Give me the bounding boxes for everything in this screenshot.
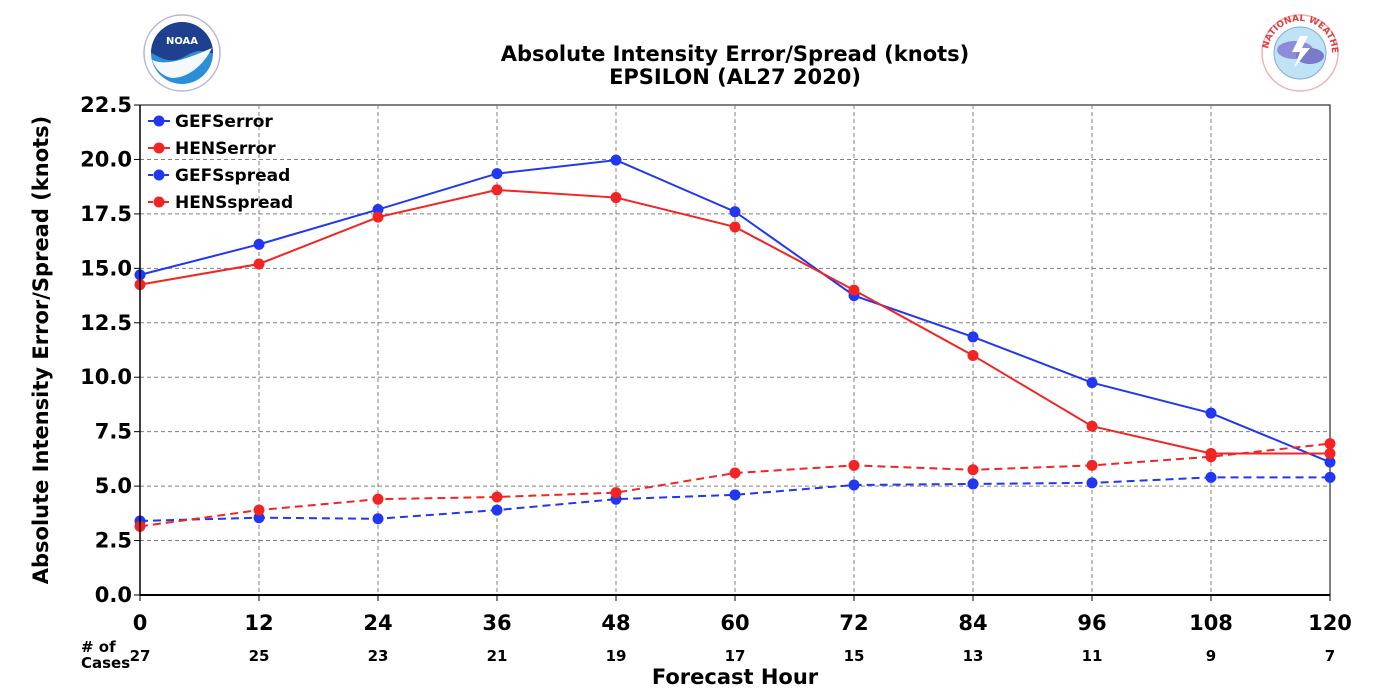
case-count: 11 [1082, 647, 1103, 665]
x-tick-label: 84 [958, 611, 987, 635]
x-tick-label: 0 [133, 611, 148, 635]
x-tick-label: 48 [601, 611, 630, 635]
x-tick-label: 72 [839, 611, 868, 635]
legend-henserror-label: HENSerror [175, 139, 276, 159]
gefserror-point [729, 206, 741, 218]
cases-label-line: Cases [81, 654, 130, 672]
gefsspread-point [848, 479, 860, 491]
gefsspread-point [372, 513, 384, 525]
x-tick-label: 60 [720, 611, 749, 635]
chart-title: Absolute Intensity Error/Spread (knots) [501, 42, 970, 66]
gefserror-point [372, 204, 384, 216]
x-tick-label: 120 [1308, 611, 1352, 635]
cases-label: # of Cases [81, 638, 130, 672]
gefsspread-point [1086, 477, 1098, 489]
case-count: 21 [487, 647, 508, 665]
legend-gefsspread-marker [153, 169, 165, 181]
hensspread-point [610, 487, 622, 499]
gefsspread-point [729, 489, 741, 501]
henserror-point [967, 349, 979, 361]
chart-subtitle: EPSILON (AL27 2020) [609, 65, 861, 89]
y-tick-label: 12.5 [80, 311, 132, 335]
x-axis-ticks: 0 12 24 36 48 60 72 84 96 108 120 [133, 595, 1352, 635]
series-group [134, 154, 1336, 532]
hensspread-point [729, 467, 741, 479]
y-tick-label: 17.5 [80, 202, 132, 226]
legend-gefserror-marker [153, 115, 165, 127]
case-count: 9 [1206, 647, 1216, 665]
case-count: 19 [606, 647, 627, 665]
henserror-point [491, 184, 503, 196]
legend-gefsspread-label: GEFSspread [175, 166, 290, 186]
henserror-point [729, 221, 741, 233]
gefsspread-point [967, 478, 979, 490]
y-tick-label: 5.0 [95, 474, 132, 498]
case-count: 13 [963, 647, 984, 665]
case-count: 25 [249, 647, 270, 665]
x-tick-label: 108 [1189, 611, 1233, 635]
y-tick-label: 15.0 [80, 256, 132, 280]
hensspread-point [491, 491, 503, 503]
gefserror-point [253, 238, 265, 250]
y-tick-label: 20.0 [80, 147, 132, 171]
y-tick-label: 10.0 [80, 365, 132, 389]
legend: GEFSerror HENSerror GEFSspread HENSspread [148, 112, 293, 213]
henserror-point [1086, 420, 1098, 432]
case-count: 27 [130, 647, 151, 665]
cases-label-line: # of [81, 638, 116, 656]
henserror-point [1324, 447, 1336, 459]
hensspread-point [848, 459, 860, 471]
cases-row: 27 25 23 21 19 17 15 13 11 9 7 [130, 647, 1336, 665]
henserror-point [253, 258, 265, 270]
gefserror-point [967, 331, 979, 343]
x-tick-label: 96 [1077, 611, 1106, 635]
noaa-logo: NOAA [143, 14, 221, 92]
y-tick-label: 22.5 [80, 93, 132, 117]
legend-hensspread-marker [153, 196, 165, 208]
gefserror-point [491, 168, 503, 180]
y-axis-ticks: 0.0 2.5 5.0 7.5 10.0 12.5 15.0 17.5 20.0 22.5 [80, 93, 140, 607]
x-tick-label: 24 [363, 611, 392, 635]
legend-gefserror-label: GEFSerror [175, 112, 273, 132]
gefserror-point [1205, 407, 1217, 419]
gefserror-point [1324, 456, 1336, 468]
y-axis-label: Absolute Intensity Error/Spread (knots) [29, 116, 53, 585]
case-count: 23 [368, 647, 389, 665]
gefsspread-line [139, 476, 1330, 522]
x-tick-label: 36 [482, 611, 511, 635]
gefserror-point [610, 154, 622, 166]
hensspread-point [967, 464, 979, 476]
svg-text:NOAA: NOAA [166, 36, 198, 47]
gefserror-point [1086, 377, 1098, 389]
hensspread-point [1324, 438, 1336, 450]
y-tick-label: 2.5 [95, 529, 132, 553]
case-count: 17 [725, 647, 746, 665]
gefsspread-point [491, 504, 503, 516]
case-count: 15 [844, 647, 865, 665]
y-tick-label: 0.0 [95, 583, 132, 607]
henserror-point [848, 284, 860, 296]
x-axis-label: Forecast Hour [652, 665, 819, 689]
y-tick-label: 7.5 [95, 420, 132, 444]
x-tick-label: 12 [244, 611, 273, 635]
hensspread-point [253, 504, 265, 516]
henserror-point [610, 192, 622, 204]
case-count: 7 [1325, 647, 1335, 665]
hensspread-point [1086, 459, 1098, 471]
hensspread-point [372, 493, 384, 505]
legend-hensspread-label: HENSspread [175, 193, 293, 213]
legend-henserror-marker [153, 142, 165, 154]
hensspread-point [1205, 451, 1217, 463]
gefsspread-point [1324, 471, 1336, 483]
henserror-point [372, 211, 384, 223]
gefsspread-point [1205, 471, 1217, 483]
gefsspread-point [253, 512, 265, 524]
